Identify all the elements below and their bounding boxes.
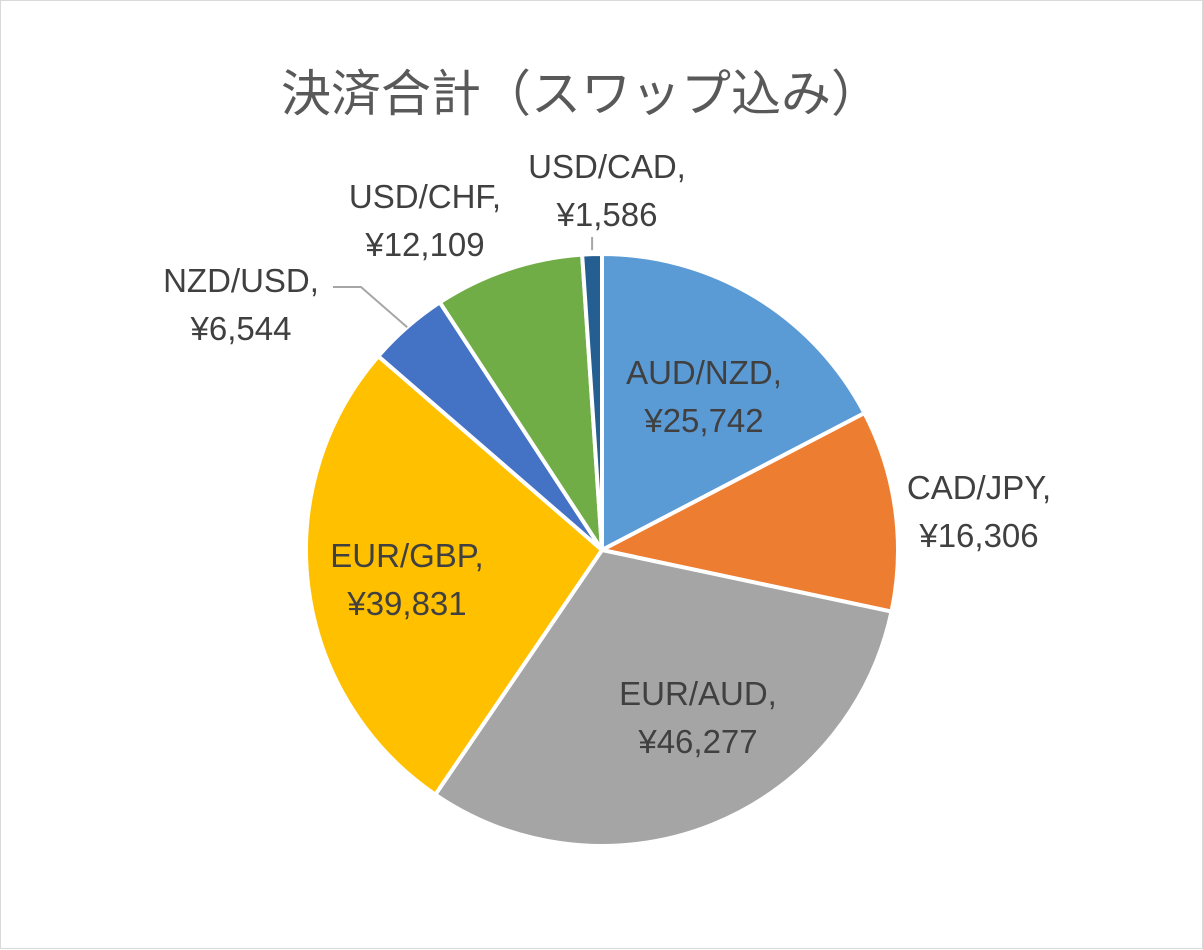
- data-label-usd-cad: USD/CAD, ¥1,586: [528, 148, 686, 233]
- data-label-eur-aud: EUR/AUD, ¥46,277: [619, 675, 777, 760]
- pie-slice-usd-cad: [580, 252, 604, 552]
- pie-slice-cad-jpy: [600, 411, 900, 614]
- chart-title: 決済合計（スワップ込み）: [281, 65, 881, 123]
- data-label-aud-nzd: AUD/NZD, ¥25,742: [626, 354, 782, 439]
- data-labels: AUD/NZD, ¥25,742 CAD/JPY, ¥16,306 EUR/AUD, ¥4…: [163, 148, 1051, 760]
- data-label-cad-jpy: CAD/JPY, ¥16,306: [907, 469, 1051, 554]
- leader-lines: [333, 237, 594, 328]
- data-label-usd-chf: USD/CHF, ¥12,109: [349, 178, 501, 263]
- pie-slice-eur-gbp: [304, 354, 604, 797]
- data-label-nzd-usd: NZD/USD, ¥6,544: [163, 262, 319, 347]
- pie-slice-usd-chf: [437, 252, 604, 552]
- data-label-eur-gbp: EUR/GBP, ¥39,831: [330, 537, 483, 622]
- leader-line-nzd-usd: [333, 286, 408, 328]
- pie-slices: [304, 252, 900, 848]
- pie-slice-eur-aud: [433, 548, 894, 848]
- pie-slice-aud-nzd: [600, 252, 867, 552]
